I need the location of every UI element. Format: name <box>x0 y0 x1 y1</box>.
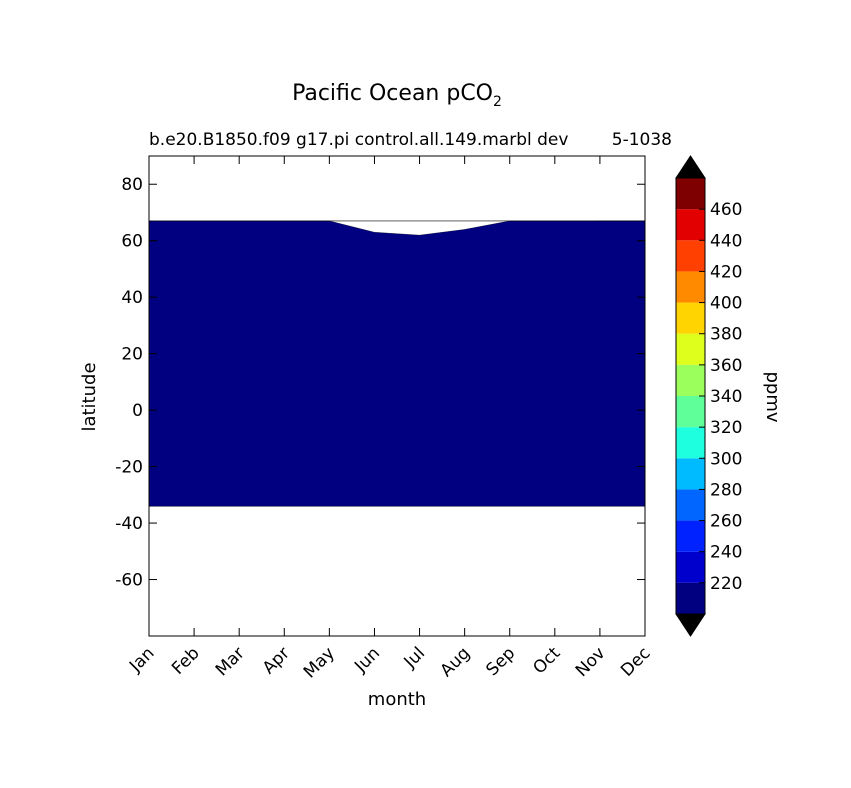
colorbar-swatch <box>676 551 705 583</box>
y-tick-label: 80 <box>121 175 143 195</box>
y-tick-label: 20 <box>121 345 143 365</box>
colorbar-extend-under <box>675 613 706 637</box>
colorbar-swatch <box>676 302 705 334</box>
colorbar-swatch <box>676 178 705 210</box>
colorbar-swatch <box>676 333 705 365</box>
colorbar-tick-label: 320 <box>710 418 742 438</box>
y-tick-label: 60 <box>121 232 143 252</box>
y-tick-label: 40 <box>121 288 143 308</box>
contour-plot-area <box>148 155 646 637</box>
x-tick-label: Feb <box>168 643 203 678</box>
x-tick-label: Nov <box>572 643 610 681</box>
contour-band-200-13 <box>148 220 646 507</box>
colorbar-tick-label: 260 <box>710 512 742 532</box>
colorbar-tick-label: 460 <box>710 200 742 220</box>
x-tick-label: Jan <box>125 643 158 676</box>
x-tick-label: Mar <box>212 643 249 680</box>
colorbar-tick-label: 440 <box>710 231 742 251</box>
colorbar-swatch <box>676 458 705 490</box>
x-tick-label: May <box>300 643 339 682</box>
x-tick-label: Jun <box>350 643 384 677</box>
colorbar-tick-label: 360 <box>710 356 742 376</box>
colorbar-tick-label: 400 <box>710 294 742 314</box>
x-tick-label: Sep <box>482 643 519 680</box>
x-axis-label: month <box>368 689 426 710</box>
colorbar-swatch <box>676 364 705 396</box>
chart-subtitle-right: 5-1038 <box>612 130 672 150</box>
chart-title-subscript: 2 <box>493 94 502 110</box>
y-axis: 80 60 40 20 0 -20 -40 -60 <box>115 175 645 591</box>
colorbar-swatch <box>676 582 705 614</box>
x-tick-label: Apr <box>259 643 294 678</box>
y-axis-label: latitude <box>79 362 100 431</box>
x-tick-label: Jul <box>400 643 429 672</box>
x-tick-label: Oct <box>529 643 564 678</box>
colorbar-swatch <box>676 489 705 521</box>
colorbar-tick-label: 280 <box>710 480 742 500</box>
colorbar-swatch <box>676 396 705 428</box>
colorbar-tick-label: 240 <box>710 543 742 563</box>
y-tick-label: -20 <box>115 458 143 478</box>
y-tick-label: -40 <box>115 514 143 534</box>
colorbar-label: ppmv <box>762 371 783 422</box>
colorbar-swatch <box>676 209 705 241</box>
y-tick-label: -60 <box>115 571 143 591</box>
x-tick-label: Aug <box>437 643 475 681</box>
colorbar-tick-label: 300 <box>710 449 742 469</box>
colorbar-swatch <box>676 520 705 552</box>
colorbar: 220 240 260 280 300 320 340 360 380 400 420 440 460 <box>675 155 742 637</box>
colorbar-tick-label: 380 <box>710 325 742 345</box>
colorbar-tick-label: 220 <box>710 574 742 594</box>
chart-title: Pacific Ocean pCO2 <box>292 81 502 110</box>
colorbar-extend-over <box>675 155 706 179</box>
colorbar-swatch <box>676 427 705 459</box>
x-tick-label: Dec <box>617 643 654 680</box>
colorbar-swatch <box>676 271 705 303</box>
plot-frame <box>148 155 646 637</box>
chart-subtitle-left: b.e20.B1850.f09 g17.pi control.all.149.m… <box>149 130 568 150</box>
y-tick-label: 0 <box>132 401 143 421</box>
colorbar-swatch <box>676 240 705 272</box>
colorbar-tick-label: 420 <box>710 262 742 282</box>
colorbar-tick-label: 340 <box>710 387 742 407</box>
